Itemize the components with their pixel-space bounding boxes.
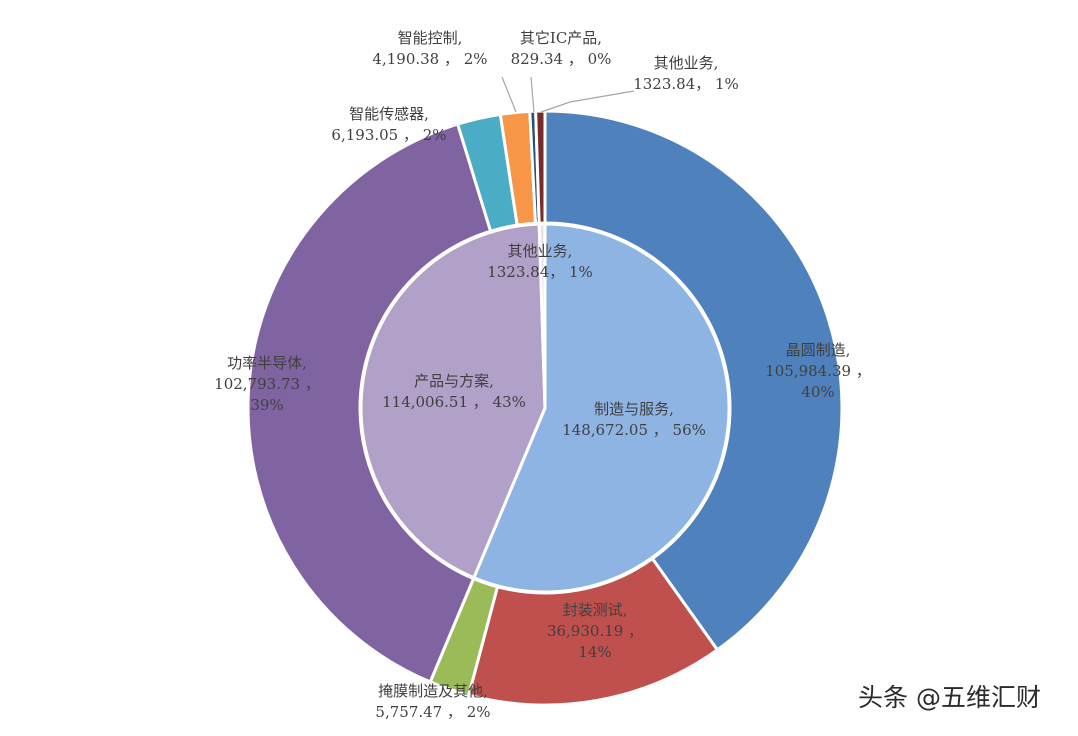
leader-line (540, 90, 635, 113)
watermark: 头条 @五维汇财 (858, 683, 1041, 712)
data-label: 14% (578, 643, 611, 661)
data-label: 39% (250, 396, 283, 414)
data-label: 114,006.51 ， 43% (382, 393, 526, 411)
data-label: 晶圆制造, (786, 341, 851, 359)
data-label: 产品与方案, (414, 372, 494, 390)
data-label: 其他业务, (508, 242, 573, 260)
data-label: 掩膜制造及其他, (378, 682, 488, 700)
data-label: 其它IC产品, (520, 29, 602, 47)
data-label: 1323.84， 1% (633, 75, 739, 93)
data-label: 40% (801, 383, 834, 401)
data-label: 5,757.47 ， 2% (375, 703, 490, 721)
leader-line (530, 76, 535, 113)
data-label: 功率半导体, (227, 354, 307, 372)
data-label: 制造与服务, (594, 400, 674, 418)
data-label: 6,193.05 ， 2% (331, 126, 446, 144)
data-label: 829.34 ， 0% (511, 50, 612, 68)
data-label: 智能控制, (398, 29, 463, 47)
inner-slice (537, 222, 547, 409)
data-label: 其他业务, (654, 54, 719, 72)
data-label: 102,793.73 ， (214, 375, 320, 393)
data-label: 封装测试, (563, 601, 628, 619)
data-label: 智能传感器, (349, 105, 429, 123)
data-label: 4,190.38 ， 2% (372, 50, 487, 68)
inner-slice (471, 222, 731, 594)
leader-line (501, 76, 517, 113)
data-label: 105,984.39 ， (765, 362, 871, 380)
data-label: 148,672.05 ， 56% (562, 421, 706, 439)
data-label: 36,930.19 ， (547, 622, 643, 640)
inner-slice (359, 222, 547, 580)
data-label: 1323.84， 1% (487, 263, 593, 281)
